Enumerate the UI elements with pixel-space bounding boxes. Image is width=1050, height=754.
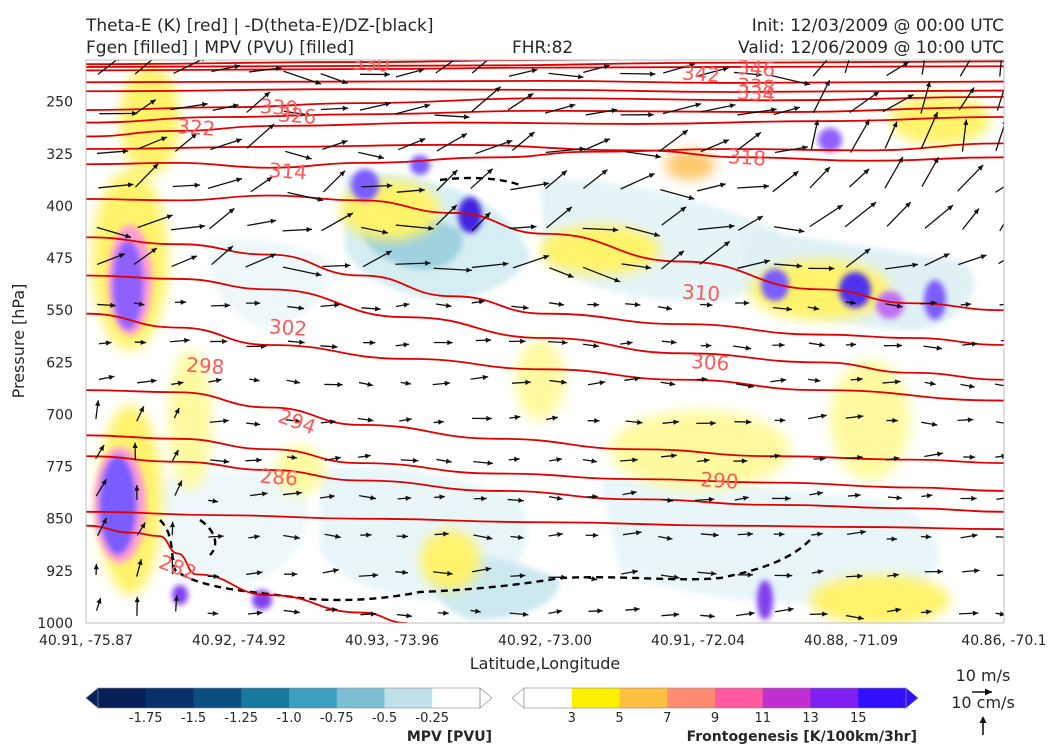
y-tick-label: 550 [46, 303, 73, 319]
x-tick-label: 40.88, -71.09 [804, 633, 898, 649]
mpv-colorbar-label: MPV [PVU] [407, 729, 492, 745]
colorbar-tick-label: -0.5 [372, 711, 397, 726]
colorbar-segment [572, 688, 620, 708]
colorbar-segment [811, 688, 859, 708]
colorbar-tick-label: 5 [615, 711, 623, 726]
wind-vector-head [1026, 244, 1032, 249]
theta-e-contour-label: 326 [277, 102, 317, 129]
colorbar-tick-label: -1.0 [276, 711, 301, 726]
colorbar-segment [858, 688, 906, 708]
y-tick-label: 475 [46, 251, 73, 267]
x-axis-ticks: 40.91, -75.87 40.92, -74.92 40.93, -73.96 4… [39, 633, 1047, 649]
colorbar-segment [146, 688, 194, 708]
colorbar-extend-left [86, 688, 98, 708]
y-tick-label: 775 [46, 460, 73, 476]
header-left-line1: Theta-E (K) [red] | -D(theta-E)/DZ-[blac… [85, 16, 434, 36]
colorbar-extend-right [480, 688, 492, 708]
colorbar-tick-label: 3 [568, 711, 576, 726]
wind-vector-head [1004, 496, 1010, 501]
colorbar-segment [620, 688, 668, 708]
colorbar-extend-right [906, 688, 918, 708]
colorbar-segment [337, 688, 385, 708]
theta-e-contour-label: 342 [681, 61, 721, 88]
fgen-colorbar: 3 5 7 9 11 13 15 [512, 688, 918, 726]
x-tick-label: 40.92, -73.00 [498, 633, 592, 649]
colorbar-segment [715, 688, 763, 708]
colorbar-tick-label: -1.5 [181, 711, 206, 726]
colorbar-segment [194, 688, 242, 708]
y-tick-label: 850 [46, 512, 73, 528]
x-tick-label: 40.91, -75.87 [39, 633, 133, 649]
colorbar-segment [432, 688, 480, 708]
theta-e-contour-label: 302 [268, 314, 308, 341]
wind-vector-head [460, 52, 466, 57]
header-fhr: FHR:82 [512, 38, 573, 58]
theta-e-contour-label: 314 [268, 158, 308, 185]
wind-vector-head [1014, 177, 1020, 182]
y-axis-ticks: 250 325 400 475 550 625 700 775 850 925 1000 [37, 95, 73, 632]
y-tick-label: 625 [46, 355, 73, 371]
colorbar-tick-label: 9 [711, 711, 719, 726]
wind-vector-head [1009, 301, 1015, 306]
fgen-colorbar-label: Frontogenesis [K/100km/3hr] [687, 729, 917, 745]
colorbar-segment [524, 688, 572, 708]
colorbar-tick-label: -0.75 [320, 711, 354, 726]
wind-vector-head [1007, 384, 1013, 389]
wind-vector-head [1009, 572, 1015, 577]
theta-e-contour-label: 322 [176, 114, 216, 141]
wind-vector-head [1005, 421, 1011, 426]
colorbar-segment [241, 688, 289, 708]
colorbar-tick-label: -0.25 [415, 711, 449, 726]
wind-vector-head [1011, 203, 1016, 209]
theta-e-contour-label: 298 [185, 353, 225, 380]
theta-e-contour-label: 310 [681, 280, 721, 307]
colorbar-segment [763, 688, 811, 708]
colorbar-tick-label: 13 [802, 711, 819, 726]
y-tick-label: 700 [46, 407, 73, 423]
mpv-colorbar: -1.75 -1.5 -1.25 -1.0 -0.75 -0.5 -0.25 [86, 688, 492, 726]
colorbar-tick-label: 7 [663, 711, 671, 726]
theta-e-contour-label: 290 [700, 467, 740, 494]
theta-e-contour-label: 306 [690, 349, 730, 376]
y-tick-label: 400 [46, 199, 73, 215]
plot-area: 3303423463383343303263223143183103023062… [86, 35, 1032, 625]
header-left-line2: Fgen [filled] | MPV (PVU) [filled] [86, 38, 354, 58]
colorbar-tick-label: 11 [754, 711, 771, 726]
x-tick-label: 40.86, -70.1 [961, 633, 1046, 649]
theta-e-contour-label: 334 [736, 80, 776, 107]
x-tick-label: 40.92, -74.92 [192, 633, 286, 649]
x-tick-label: 40.91, -72.04 [651, 633, 745, 649]
colorbar-segment [289, 688, 337, 708]
theta-e-contour-label: 330 [351, 50, 391, 77]
y-tick-label: 925 [46, 564, 73, 580]
y-tick-label: 325 [46, 147, 73, 163]
colorbar-segment [385, 688, 433, 708]
colorbar-segment [98, 688, 146, 708]
x-tick-label: 40.93, -73.96 [345, 633, 439, 649]
header-valid: Valid: 12/06/2009 @ 10:00 UTC [738, 38, 1004, 58]
wind-key-horizontal-label: 10 m/s [956, 666, 1011, 685]
y-tick-label: 1000 [37, 616, 73, 632]
wind-vector-head [1015, 338, 1020, 343]
wind-key: 10 m/s 10 cm/s [951, 666, 1015, 735]
wind-vector-head [1004, 76, 1009, 82]
colorbar-segment [667, 688, 715, 708]
colorbar-tick-label: -1.25 [224, 711, 258, 726]
header-init: Init: 12/03/2009 @ 00:00 UTC [752, 16, 1004, 36]
x-axis-label: Latitude,Longitude [470, 654, 621, 673]
wind-key-vertical-arrowhead [980, 716, 987, 723]
wind-vector-head [1009, 535, 1015, 540]
y-tick-label: 250 [46, 95, 73, 111]
colorbar-tick-label: 15 [850, 711, 867, 726]
wind-key-vertical-label: 10 cm/s [951, 693, 1015, 712]
wind-vector [997, 575, 1015, 576]
wind-vector [996, 537, 1015, 538]
theta-e-contour-label: 286 [259, 464, 299, 491]
colorbar-tick-label: -1.75 [129, 711, 163, 726]
y-axis-label: Pressure [hPa] [9, 284, 28, 399]
wind-vector-head [496, 48, 502, 53]
colorbar-extend-left [512, 688, 524, 708]
theta-e-contour-label: 318 [727, 144, 767, 171]
